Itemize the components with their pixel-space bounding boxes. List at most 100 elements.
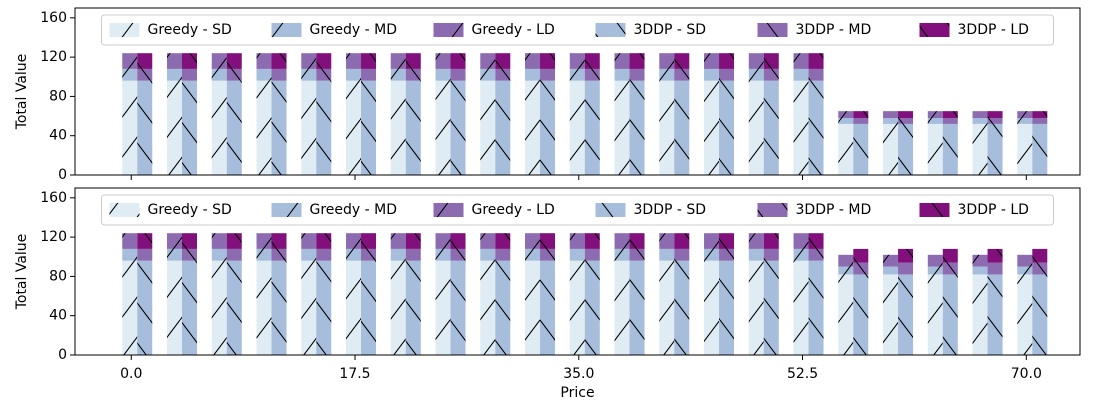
bar-segment [361,260,377,355]
bar-segment [525,68,541,81]
y-tick-label: 80 [49,268,67,284]
bar-segment [584,53,600,69]
bar-segment [137,248,153,261]
bar-segment [987,118,1003,124]
bar-segment [1017,254,1033,267]
bar-segment [182,53,198,69]
bar-segment [808,260,824,355]
bar-segment [987,262,1003,275]
bar-segment [525,80,541,175]
x-tick-label: 17.5 [339,366,370,382]
bar-segment [569,260,585,355]
bar-segment [301,260,317,355]
bar-segment [704,80,720,175]
bar-segment [405,248,421,261]
y-tick-label: 80 [49,88,67,104]
legend-label: Greedy - MD [310,202,398,218]
bar-segment [435,53,451,69]
bar-segment [629,260,645,355]
bar-segment [450,233,466,249]
bar-segment [480,80,496,175]
bar-segment [659,80,675,175]
bar-segment [346,233,362,249]
bar-segment [942,262,958,275]
y-tick-label: 160 [40,10,67,26]
bar-segment [167,80,183,175]
bar-segment [808,80,824,175]
legend-label: 3DDP - MD [796,22,872,38]
bar-segment [659,260,675,355]
bar-segment [540,80,556,175]
bar-segment [808,53,824,69]
bar-segment [361,53,377,69]
bar-segment [838,111,854,119]
bar-segment [674,233,690,249]
bar-segment [271,260,287,355]
bar-segment [704,233,720,249]
bar-segment [972,266,988,275]
bar-segment [748,68,764,81]
legend-label: 3DDP - MD [796,202,872,218]
bar-segment [719,80,735,175]
bar-segment [540,53,556,69]
legend-label: Greedy - SD [148,22,232,38]
bar-segment [182,80,198,175]
bar-segment [704,53,720,69]
bar-segment [883,111,899,119]
bar-segment [390,80,406,175]
bar-segment [763,233,779,249]
bar-segment [1017,274,1033,355]
y-tick-label: 160 [40,190,67,206]
bar-segment [569,248,585,261]
bar-segment [793,248,809,261]
bar-segment [301,248,317,261]
bar-segment [898,111,914,119]
bar-segment [316,260,332,355]
bar-segment [226,233,242,249]
legend-label: 3DDP - LD [958,22,1029,38]
bar-segment [137,80,153,175]
bar-segment [316,53,332,69]
bar-segment [614,53,630,69]
bar-segment [584,233,600,249]
bar-segment [569,53,585,69]
bar-segment [763,248,779,261]
legend-swatch [433,203,464,217]
bar-segment [748,260,764,355]
bar-segment [972,111,988,119]
bar-segment [211,80,227,175]
bar-segment [808,233,824,249]
bar-segment [1032,123,1048,175]
bar-segment [540,68,556,81]
bar-segment [525,233,541,249]
bar-segment [763,80,779,175]
bar-segment [1017,266,1033,275]
y-tick-label: 120 [40,49,67,65]
bar-segment [211,233,227,249]
bar-segment [719,260,735,355]
bar-segment [659,53,675,69]
bar-segment [256,68,272,81]
bar-segment [763,53,779,69]
bar-segment [942,118,958,124]
bar-segment [301,53,317,69]
bar-segment [883,254,899,267]
bar-segment [182,68,198,81]
bar-segment [361,68,377,81]
bar-segment [495,53,511,69]
bar-segment [898,274,914,355]
bar-segment [748,53,764,69]
bar-segment [122,68,138,81]
bar-segment [450,248,466,261]
bar-segment [674,80,690,175]
bar-segment [704,68,720,81]
bar-segment [122,260,138,355]
bar-segment [569,233,585,249]
bar-segment [838,118,854,124]
bar-segment [614,233,630,249]
bar-segment [853,248,869,263]
y-tick-label: 120 [40,229,67,245]
legend-frame [101,194,1054,226]
